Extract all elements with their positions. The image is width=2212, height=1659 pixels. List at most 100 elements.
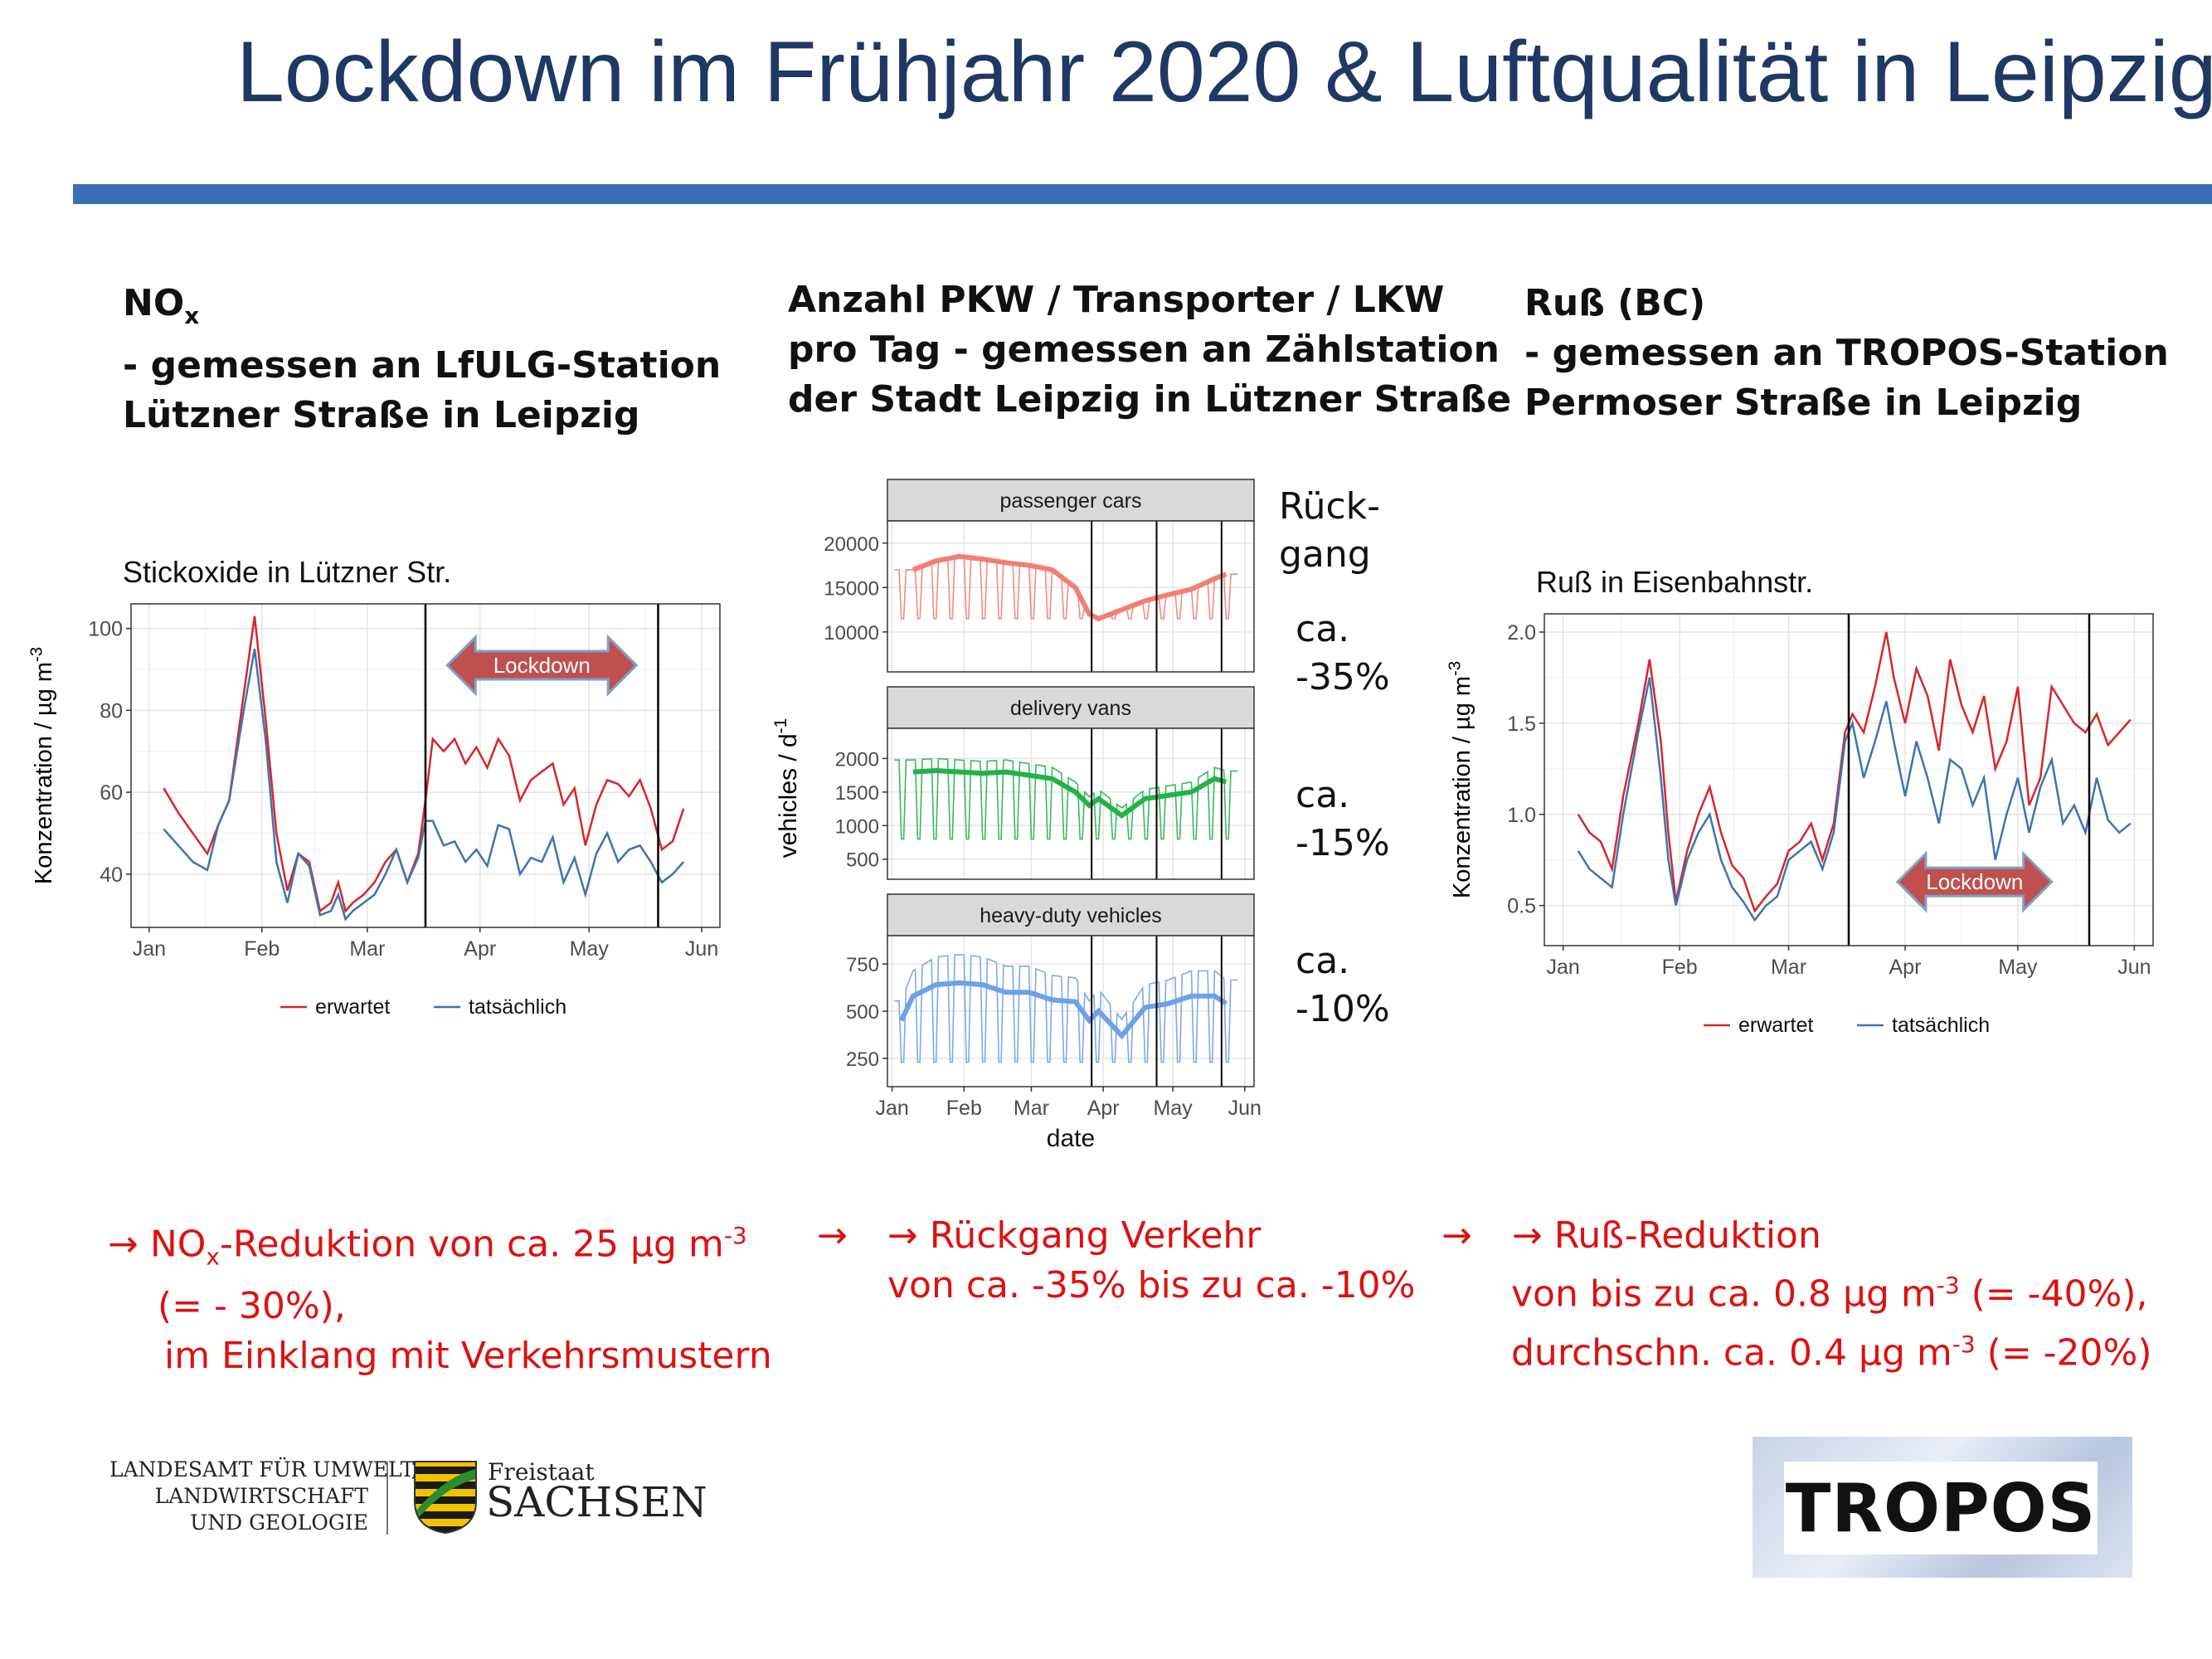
traffic-strip-label-hdv: heavy-duty vehicles — [980, 904, 1162, 927]
decline-label-line-1: Rück- — [1279, 485, 1381, 528]
traffic-chart: passenger cars 10000 15000 20000 delivery va… — [771, 479, 1262, 1152]
traffic-ytick-label-hdv: 750 — [846, 954, 879, 976]
middle-conclusion-line-1: → → Rückgang Verkehr — [817, 1211, 1415, 1261]
traffic-xtick-label: Mar — [1014, 1097, 1049, 1120]
decline-label-line-2: gang — [1279, 533, 1371, 576]
right-conclusion-line-1: → → Ruß-Reduktion — [1441, 1211, 2152, 1261]
traffic-xtick-label: Apr — [1087, 1097, 1120, 1120]
traffic-trend-cars — [912, 553, 1228, 622]
nox-xtick-label: Jun — [685, 937, 718, 961]
decline-label: Rück- gang — [1279, 483, 1380, 579]
nox-xtick-label: Apr — [464, 937, 496, 961]
traffic-daily-cars — [894, 555, 1238, 620]
middle-heading-line-1: Anzahl PKW / Transporter / LKW — [788, 279, 1445, 321]
traffic-strip-label-vans: delivery vans — [1010, 697, 1131, 720]
traffic-ytick-label-vans: 1500 — [835, 782, 879, 805]
left-heading-line-1: NOx — [123, 279, 721, 341]
middle-heading-line-2: pro Tag - gemessen an Zählstation — [788, 328, 1500, 371]
nox-legend-tatsaechlich: tatsächlich — [469, 995, 566, 1019]
nox-frame — [130, 603, 721, 928]
nox-legend-erwartet: erwartet — [315, 995, 390, 1019]
nox-xtick-label: Feb — [244, 937, 280, 961]
traffic-ytick-label-hdv: 500 — [846, 1001, 879, 1024]
traffic-trend-hdv — [899, 980, 1228, 1040]
decline-cars-pct: -35% — [1296, 656, 1390, 698]
bc-xtick-label: Feb — [1662, 956, 1698, 979]
traffic-strip-cars — [887, 479, 1255, 522]
decline-vans: ca. -15% — [1296, 771, 1390, 868]
decline-vans-ca: ca. — [1296, 774, 1350, 816]
left-conclusion-line-3: im Einklang mit Verkehrsmustern — [164, 1335, 772, 1378]
bc-ytick-label: 2.0 — [1507, 621, 1536, 645]
left-conclusion: → NOx-Reduktion von ca. 25 µg m-3 (= - 3… — [108, 1211, 772, 1381]
decline-hdv: ca. -10% — [1296, 937, 1390, 1034]
right-conclusion-2a: von bis zu ca. 0.8 µg m — [1511, 1272, 1937, 1316]
traffic-daily-hdv — [894, 953, 1238, 1063]
tropos-logo: TROPOS — [1753, 1437, 2132, 1578]
traffic-ytick-label-hdv: 250 — [846, 1048, 879, 1071]
left-heading: NOx - gemessen an LfULG-Station Lützner … — [123, 279, 721, 440]
left-conclusion-arrow: → — [108, 1223, 139, 1266]
decline-cars: ca. -35% — [1296, 606, 1390, 702]
bc-lockdown-label: Lockdown — [1926, 869, 2023, 894]
middle-heading-line-3: der Stadt Leipzig in Lützner Straße — [788, 378, 1512, 421]
left-heading-no: NO — [123, 282, 185, 324]
right-heading-line-2: - gemessen an TROPOS-Station — [1524, 332, 2169, 374]
right-conclusion-text: → Ruß-Reduktion — [1511, 1214, 1821, 1257]
traffic-ytick-label-cars: 10000 — [824, 622, 879, 645]
bc-legend-tatsaechlich: tatsächlich — [1892, 1014, 1990, 1037]
bc-xtick-label: Mar — [1771, 956, 1806, 979]
middle-conclusion-arrow: → — [817, 1214, 848, 1257]
bc-series-tatsaechlich — [1577, 677, 2132, 922]
tropos-logo-text: TROPOS — [1784, 1462, 2098, 1554]
traffic-ytick-label-vans: 1000 — [835, 815, 879, 838]
traffic-frame-cars — [887, 520, 1255, 673]
logo-divider — [386, 1462, 388, 1535]
left-conclusion-line-1: → NOx-Reduktion von ca. 25 µg m-3 — [108, 1211, 772, 1282]
bc-ytick-label: 1.0 — [1507, 804, 1536, 827]
bc-xtick-label: Jan — [1546, 956, 1579, 979]
nox-xtick-label: Jan — [133, 937, 166, 961]
right-conclusion-3sup: -3 — [1952, 1330, 1976, 1358]
bc-xtick-label: May — [1998, 956, 2038, 979]
bc-frame — [1544, 613, 2154, 946]
right-heading-line-3: Permoser Straße in Leipzig — [1524, 382, 2083, 424]
sachsen-small: Freistaat — [488, 1458, 595, 1486]
left-conclusion-sup: -3 — [723, 1222, 747, 1249]
traffic-xtick-label: Feb — [946, 1097, 982, 1120]
bc-title: Ruß in Eisenbahnstr. — [1536, 565, 1813, 599]
bc-ylabel: Konzentration / µg m-3 — [1446, 661, 1475, 898]
nox-ytick-label: 40 — [100, 864, 123, 887]
left-conclusion-line-2: (= - 30%), — [158, 1285, 346, 1328]
left-conclusion-text: -Reduktion von ca. 25 µg m — [220, 1223, 724, 1266]
bc-xtick-label: Apr — [1889, 956, 1922, 979]
right-conclusion-2b: (= -40%), — [1959, 1272, 2148, 1316]
middle-conclusion-text: → Rückgang Verkehr — [887, 1214, 1262, 1257]
lfulg-logo: LANDESAMT FÜR UMWELT, LANDWIRTSCHAFT UND… — [109, 1457, 418, 1536]
right-conclusion-line-3: durchschn. ca. 0.4 µg m-3 (= -20%) — [1441, 1320, 2152, 1379]
right-conclusion-3b: (= -20%) — [1975, 1331, 2152, 1374]
nox-chart: Jan Feb Mar Apr May Jun 40 60 80 100 Lockdown Stick… — [27, 555, 721, 1019]
right-conclusion-2sup: -3 — [1936, 1272, 1960, 1299]
sachsen-big: SACHSEN — [486, 1478, 707, 1526]
traffic-ytick-label-vans: 500 — [846, 849, 879, 872]
title-rule — [73, 184, 2212, 204]
nox-ytick-label: 80 — [100, 699, 123, 722]
sachsen-coat-of-arms-icon — [414, 1461, 477, 1535]
bc-chart: Jan Feb Mar Apr May Jun 0.5 1.0 1.5 2.0 Lockdown Ru… — [1446, 565, 2154, 1037]
traffic-plot-area-vans — [887, 728, 1254, 879]
traffic-xtick-label: Jan — [875, 1097, 908, 1120]
traffic-daily-vans — [894, 757, 1238, 840]
decline-vans-pct: -15% — [1296, 822, 1390, 864]
traffic-frame-hdv — [887, 935, 1255, 1087]
traffic-ytick-label-cars: 20000 — [824, 533, 879, 556]
traffic-xlabel: date — [1047, 1125, 1095, 1152]
traffic-xtick-label: Jun — [1228, 1097, 1262, 1120]
decline-hdv-pct: -10% — [1296, 988, 1390, 1030]
traffic-trend-vans — [912, 767, 1228, 819]
nox-ytick-label: 60 — [100, 781, 123, 805]
traffic-ytick-label-vans: 2000 — [835, 748, 879, 771]
traffic-ytick-label-cars: 15000 — [824, 577, 879, 600]
nox-xtick-label: May — [570, 937, 610, 961]
right-heading-line-1: Ruß (BC) — [1524, 282, 1706, 324]
